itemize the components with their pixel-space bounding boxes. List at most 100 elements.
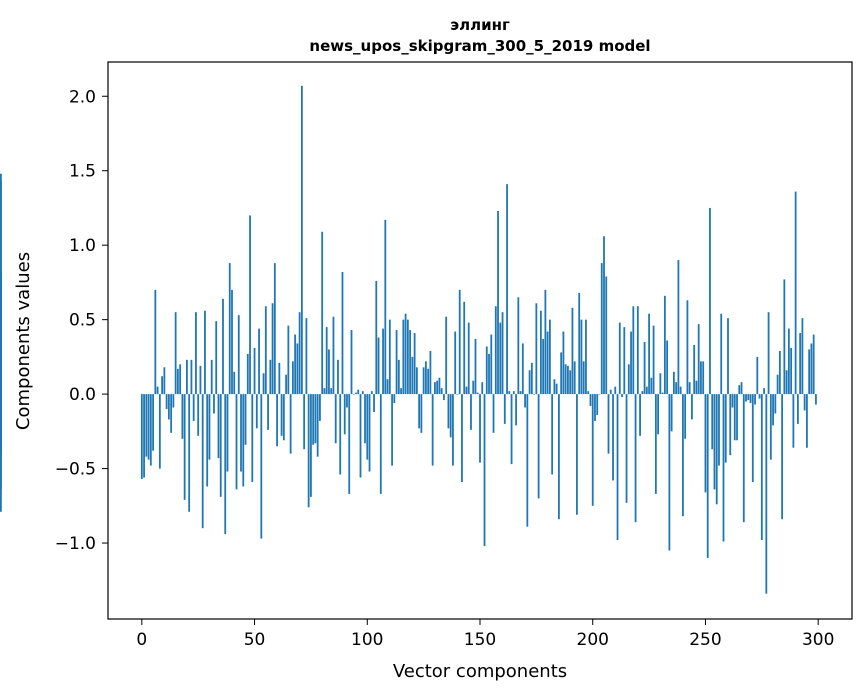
bar <box>623 327 626 395</box>
bar <box>803 394 806 411</box>
bar <box>373 394 375 412</box>
bar <box>294 334 297 395</box>
bar <box>808 349 811 395</box>
bar <box>0 353 2 395</box>
bar <box>382 328 384 395</box>
bar <box>352 394 355 395</box>
bar <box>796 394 799 424</box>
bar <box>706 394 709 558</box>
bar <box>154 289 157 395</box>
bar <box>709 207 711 395</box>
bar <box>700 361 702 395</box>
bar <box>526 394 529 527</box>
bar <box>679 386 682 395</box>
bar <box>806 394 808 448</box>
bar <box>231 289 233 395</box>
bar <box>314 394 317 444</box>
bar <box>693 344 696 395</box>
bar <box>618 322 621 395</box>
bar <box>208 394 211 460</box>
bar <box>621 394 623 398</box>
bar <box>319 394 321 421</box>
bar <box>334 394 337 444</box>
bar <box>749 394 752 404</box>
bar <box>140 394 143 479</box>
bar <box>702 361 705 395</box>
bar <box>591 394 594 506</box>
bar <box>413 333 416 395</box>
bar <box>697 324 700 395</box>
bar <box>228 263 231 395</box>
bar <box>280 394 283 436</box>
bar <box>729 394 732 456</box>
bar <box>167 394 170 420</box>
bar <box>192 394 195 421</box>
bar <box>235 394 238 490</box>
bar <box>479 394 481 463</box>
bar <box>670 394 673 432</box>
bar <box>515 394 517 426</box>
bar <box>573 361 576 395</box>
bar <box>774 394 777 414</box>
bar <box>533 394 536 395</box>
bar <box>605 276 608 395</box>
bar <box>443 394 445 401</box>
bar <box>445 316 448 395</box>
bar <box>682 394 684 517</box>
bar <box>222 298 224 395</box>
bar <box>456 394 459 395</box>
x-axis-label: Vector components <box>393 661 567 682</box>
bar <box>364 394 366 444</box>
bar <box>792 394 795 448</box>
bar <box>278 362 281 395</box>
bar <box>258 328 260 395</box>
bar <box>264 306 267 395</box>
bar <box>370 391 373 395</box>
bar <box>206 394 209 487</box>
bar <box>666 340 669 395</box>
bar <box>704 394 707 493</box>
bar <box>328 349 330 395</box>
bar <box>406 319 409 395</box>
bar <box>718 394 720 466</box>
bar <box>368 394 371 472</box>
bar <box>799 333 802 395</box>
bar <box>528 370 531 395</box>
bar <box>781 394 784 520</box>
bar <box>731 394 734 408</box>
bar <box>431 394 434 466</box>
bar <box>713 394 716 490</box>
bar <box>188 394 191 512</box>
bar <box>612 394 614 481</box>
bar <box>600 263 603 395</box>
bar <box>465 386 468 395</box>
bar <box>654 394 657 494</box>
bar <box>316 394 319 457</box>
bar <box>470 394 472 430</box>
bar <box>765 394 768 594</box>
bar <box>715 394 718 505</box>
bar <box>695 380 698 395</box>
bar <box>812 334 815 395</box>
bar <box>736 394 738 441</box>
bar <box>325 327 328 395</box>
bar <box>434 382 436 395</box>
bar <box>391 394 393 466</box>
x-tick-label: 0 <box>136 630 147 650</box>
bar <box>400 388 402 395</box>
bar <box>210 359 213 395</box>
bar <box>289 394 292 454</box>
bar <box>758 394 761 399</box>
bar <box>438 377 441 395</box>
bar <box>447 394 450 429</box>
bar <box>790 347 793 395</box>
bar <box>461 394 463 482</box>
bar <box>569 370 572 395</box>
bar <box>242 394 245 487</box>
bar <box>321 231 324 395</box>
bar <box>742 394 745 523</box>
bar <box>233 371 236 395</box>
bar <box>337 359 339 395</box>
bar <box>454 331 457 395</box>
bar <box>393 394 396 404</box>
